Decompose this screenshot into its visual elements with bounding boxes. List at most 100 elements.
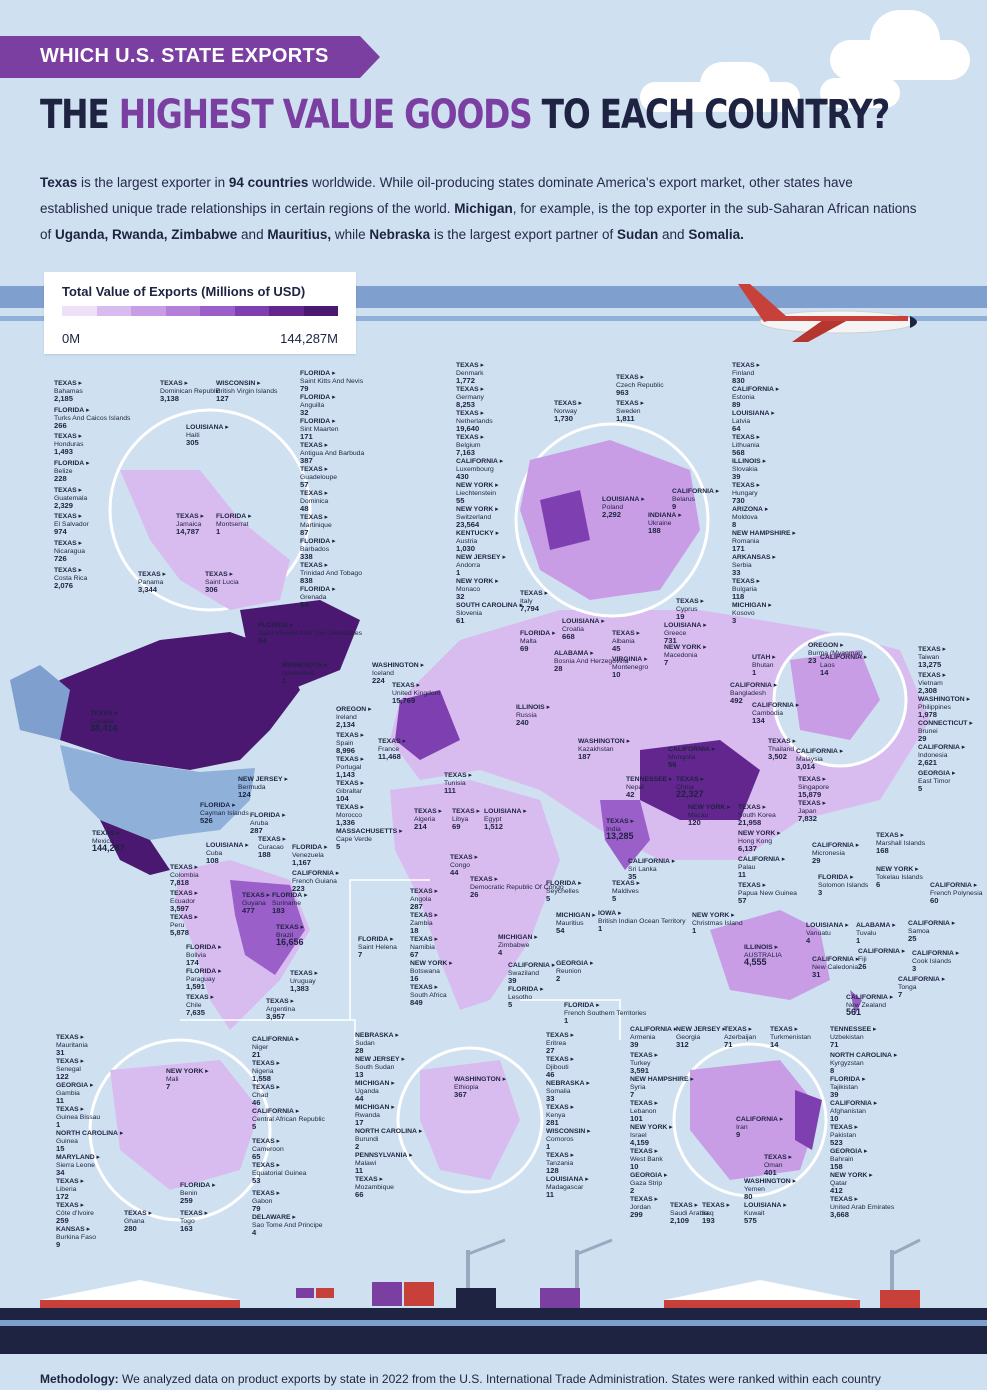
arrow-icon: ▸ <box>198 513 204 520</box>
arrow-icon: ▸ <box>330 538 336 545</box>
country-label: WASHINGTON ▸ Yemen 80 <box>744 1178 796 1201</box>
state-name: TEXAS <box>160 380 183 387</box>
arrow-icon: ▸ <box>78 1106 84 1113</box>
state-name: MASSACHUSETTS <box>336 828 398 835</box>
country-name: Sint Maarten <box>300 425 339 433</box>
export-value: 5,878 <box>170 928 190 938</box>
arrow-icon: ▸ <box>322 514 328 521</box>
state-name: FLORIDA <box>258 622 289 629</box>
intro-bold: Mauritius, <box>267 227 332 242</box>
state-name: TEXAS <box>300 442 323 449</box>
export-value: 430 <box>456 472 469 482</box>
arrow-icon: ▸ <box>634 630 640 637</box>
state-name: TEXAS <box>300 490 323 497</box>
arrow-icon: ▸ <box>432 936 438 943</box>
arrow-icon: ▸ <box>400 738 406 745</box>
export-value: 17 <box>355 1118 364 1128</box>
arrow-icon: ▸ <box>638 400 644 407</box>
arrow-icon: ▸ <box>754 362 760 369</box>
export-value: 7,818 <box>170 878 190 888</box>
export-value: 730 <box>732 496 745 506</box>
export-value: 1 <box>456 568 461 578</box>
intro-text: is the largest exporter in <box>77 175 229 190</box>
country-label: NORTH CAROLINA ▸ Guinea 15 <box>56 1130 123 1153</box>
state-name: LOUISIANA <box>206 842 244 849</box>
country-label: WASHINGTON ▸ Ethiopia 367 <box>454 1076 506 1099</box>
export-value: 401 <box>764 1168 777 1178</box>
country-label: DELAWARE ▸ Sao Tome And Principe 4 <box>252 1214 323 1237</box>
export-value: 214 <box>414 822 427 832</box>
country-name: Turkey <box>630 1059 651 1067</box>
map-china <box>640 740 760 820</box>
arrow-icon: ▸ <box>282 776 288 783</box>
state-name: TEXAS <box>410 912 433 919</box>
country-name: Oman <box>764 1161 783 1169</box>
country-label: LOUISIANA ▸ Madagascar 11 <box>546 1176 589 1199</box>
export-value: 5 <box>546 894 551 904</box>
arrow-icon: ▸ <box>720 1026 726 1033</box>
country-label: CONNECTICUT ▸ Brunei 29 <box>918 720 973 743</box>
country-name: Yemen <box>744 1185 765 1193</box>
state-name: FLORIDA <box>300 586 331 593</box>
country-label: NEW HAMPSHIRE ▸ Romania 171 <box>732 530 796 553</box>
export-value: 193 <box>702 1216 715 1226</box>
country-label: CALIFORNIA ▸ Luxembourg 430 <box>456 458 503 481</box>
export-value: 89 <box>732 400 741 410</box>
state-name: TEXAS <box>410 936 433 943</box>
export-value: 280 <box>124 1224 137 1234</box>
state-name: GEORGIA <box>830 1148 863 1155</box>
intro-paragraph: Texas is the largest exporter in 94 coun… <box>40 170 920 248</box>
arrow-icon: ▸ <box>210 1182 216 1189</box>
export-value: 3,014 <box>796 762 816 772</box>
arrow-icon: ▸ <box>358 780 364 787</box>
country-label: TEXAS ▸ Martinique 87 <box>300 514 332 537</box>
state-name: NEW YORK <box>410 960 448 967</box>
arrow-icon: ▸ <box>713 488 720 495</box>
country-label: TEXAS ▸ Thailand 3,502 <box>768 738 796 761</box>
map-east-africa-detail <box>420 1060 520 1180</box>
country-name: Eritrea <box>546 1039 567 1047</box>
state-name: TEXAS <box>606 818 629 825</box>
state-name: INDIANA <box>648 512 677 519</box>
arrow-icon: ▸ <box>754 434 760 441</box>
country-label: ILLINOIS ▸ Russia 240 <box>516 704 550 727</box>
export-value: 299 <box>630 1210 643 1220</box>
country-label: FLORIDA ▸ Anguilla 32 <box>300 394 336 417</box>
country-label: NEW YORK ▸ Monaco 32 <box>456 578 499 601</box>
cloud-decoration <box>820 78 900 108</box>
state-name: MINNESOTA <box>282 662 323 669</box>
state-name: FLORIDA <box>300 394 331 401</box>
arrow-icon: ▸ <box>576 400 582 407</box>
arrow-icon: ▸ <box>302 892 308 899</box>
arrow-icon: ▸ <box>549 962 556 969</box>
export-value: 35 <box>628 872 637 882</box>
arrow-icon: ▸ <box>112 710 118 717</box>
country-name: Andorra <box>456 561 481 569</box>
export-value: 54 <box>258 636 267 646</box>
state-name: FLORIDA <box>358 936 389 943</box>
state-name: NORTH CAROLINA <box>830 1052 892 1059</box>
country-label: TEXAS ▸ Ghana 280 <box>124 1210 152 1233</box>
export-value: 7,163 <box>456 448 476 458</box>
country-name: France <box>378 745 400 753</box>
export-value: 80 <box>744 1192 753 1202</box>
state-name: TEXAS <box>724 1026 747 1033</box>
arrow-icon: ▸ <box>729 912 735 919</box>
export-value: 1 <box>56 1120 61 1130</box>
export-value: 39 <box>732 472 741 482</box>
arrow-icon: ▸ <box>94 1154 100 1161</box>
country-label: TEXAS ▸ Guinea Bissau 1 <box>56 1106 100 1129</box>
export-value: 64 <box>732 424 741 434</box>
arrow-icon: ▸ <box>84 1226 91 1233</box>
country-name: Sweden <box>616 407 641 415</box>
export-value: 5 <box>508 1000 513 1010</box>
country-name: Jordan <box>630 1203 651 1211</box>
export-value: 46 <box>252 1098 261 1108</box>
country-name: New Caledonia <box>812 963 859 971</box>
state-name: MICHIGAN <box>556 912 591 919</box>
country-name: Chad <box>252 1091 269 1099</box>
legend-color-scale <box>62 306 338 316</box>
country-name: Singapore <box>798 783 829 791</box>
country-label: GEORGIA ▸ Gambia 11 <box>56 1082 93 1105</box>
arrow-icon: ▸ <box>652 1148 658 1155</box>
